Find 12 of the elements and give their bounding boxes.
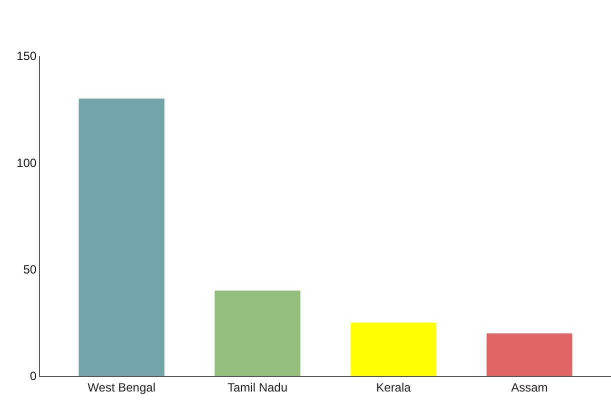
y-tick-label: 150 [16, 49, 37, 64]
bar [486, 333, 572, 376]
x-tick-label: Tamil Nadu [228, 380, 288, 394]
y-tick-label: 50 [23, 262, 37, 277]
y-tick-label: 0 [30, 369, 37, 384]
bar [214, 290, 300, 376]
bar [350, 322, 436, 376]
x-tick-label: Assam [511, 380, 548, 394]
y-tick-label: 100 [16, 156, 37, 170]
bar [78, 98, 164, 376]
x-tick-label: West Bengal [88, 380, 156, 394]
x-tick-label: Kerala [376, 380, 412, 394]
